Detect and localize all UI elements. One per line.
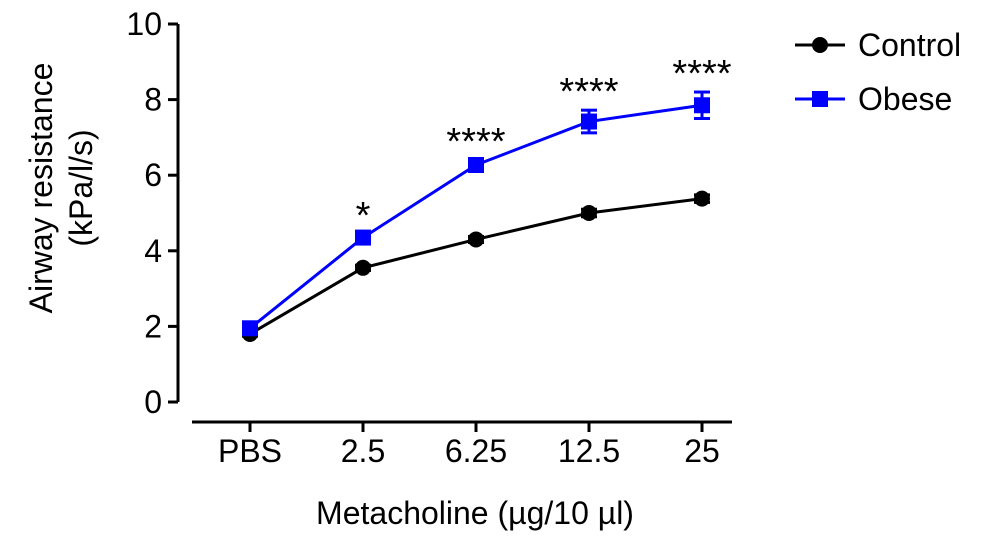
legend-label: Control [858,27,961,63]
y-tick-label: 4 [144,233,162,269]
x-tick-label: 12.5 [558,433,620,469]
legend-item-obese: Obese [795,81,952,117]
axes: 0 2 4 6 8 10 PBS 2.5 6.25 12.5 25 [126,6,732,469]
x-tick-label: 6.25 [445,433,507,469]
legend-label: Obese [858,81,952,117]
data-point [355,229,371,246]
y-tick-label: 10 [126,6,162,42]
series-obese [242,90,710,337]
y-axis-title-line-2: (kPa/l/s) [63,129,99,246]
data-point [468,156,484,173]
data-point [581,205,597,221]
x-tick-label: PBS [218,433,282,469]
series-layer [242,90,710,342]
significance-annotation: **** [446,121,505,163]
series-control [242,190,710,342]
data-point [694,190,710,207]
data-point [468,231,484,248]
y-tick-label: 0 [144,384,162,420]
data-point [242,320,258,337]
y-axis-title: Airway resistance (kPa/l/s) [23,63,99,314]
y-tick-label: 8 [144,82,162,118]
y-tick-label: 2 [144,308,162,344]
y-axis-title-line-1: Airway resistance [23,63,59,314]
data-point [355,259,371,276]
significance-annotation: * [356,195,371,237]
significance-annotation: **** [559,71,618,113]
legend-marker [812,37,828,53]
data-point [694,97,710,114]
series-line [249,197,703,336]
annotations: ********* **** [356,53,732,237]
legend-marker [812,91,828,107]
legend: Control Obese [795,27,961,117]
significance-annotation: **** [672,53,731,95]
x-tick-label: 25 [684,433,720,469]
x-axis-title: Metacholine (µg/10 µl) [316,495,634,531]
x-tick-label: 2.5 [341,433,385,469]
legend-item-control: Control [795,27,961,63]
y-tick-label: 6 [144,157,162,193]
data-point [581,113,597,130]
